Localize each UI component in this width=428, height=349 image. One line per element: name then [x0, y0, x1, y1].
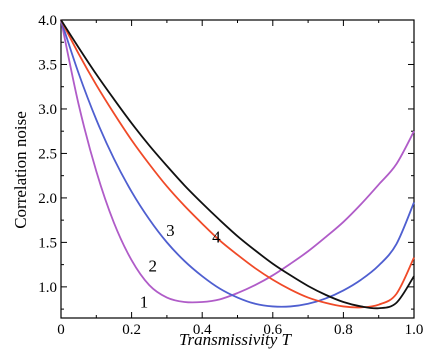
x-tick-label: 0.8	[334, 322, 353, 338]
x-axis-label: Transmissivity T	[179, 330, 292, 349]
y-tick-label: 1.0	[38, 280, 57, 296]
x-tick-label: 0	[57, 322, 65, 338]
y-tick-label: 2.5	[38, 146, 57, 162]
series-line-3	[60, 19, 415, 309]
y-tick-label: 3.0	[38, 102, 57, 118]
curve-label-1: 1	[140, 292, 149, 311]
series-line-4	[60, 19, 415, 310]
y-tick-label: 3.5	[38, 57, 57, 73]
x-axis-ticks: 0 0.2 0.4 0.6 0.8 1.0	[57, 20, 423, 338]
x-tick-label: 0.2	[122, 322, 141, 338]
series-layer	[60, 19, 415, 310]
x-tick-label: 0.4	[193, 322, 212, 338]
series-line-2	[60, 19, 415, 308]
plot-frame	[60, 19, 415, 319]
y-axis-label: Correlation noise	[11, 111, 30, 229]
x-tick-label: 1.0	[405, 322, 424, 338]
x-tick-label: 0.6	[263, 322, 282, 338]
plot-border	[60, 19, 415, 319]
curve-label-4: 4	[212, 227, 221, 246]
y-axis-ticks: 1.0 1.5 2.0 2.5 3.0 3.5 4.0	[38, 13, 414, 310]
y-tick-label: 2.0	[38, 191, 57, 207]
y-tick-label: 1.5	[38, 235, 57, 251]
y-tick-label: 4.0	[38, 13, 57, 29]
series-line-1	[60, 19, 415, 304]
curve-label-2: 2	[149, 257, 158, 276]
annotation-layer: 123 4	[140, 221, 221, 311]
curve-label-3: 3	[166, 221, 175, 240]
